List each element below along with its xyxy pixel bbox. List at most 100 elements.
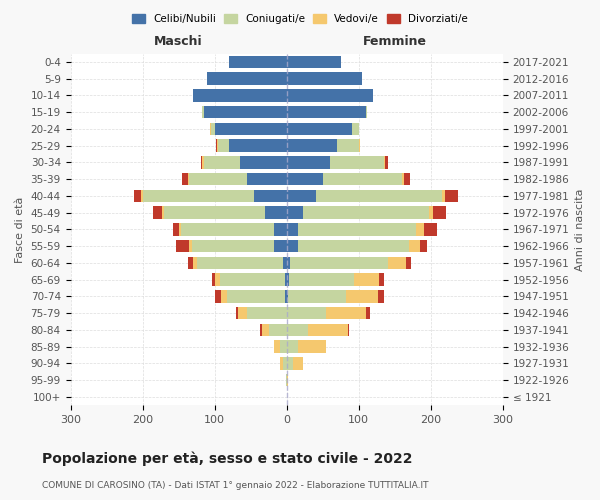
Y-axis label: Fasce di età: Fasce di età — [15, 196, 25, 262]
Bar — [216, 140, 217, 152]
Bar — [217, 140, 218, 152]
Bar — [359, 140, 360, 152]
Bar — [215, 122, 287, 135]
Y-axis label: Anni di nascita: Anni di nascita — [575, 188, 585, 270]
Bar — [221, 290, 227, 302]
Bar — [141, 190, 143, 202]
Bar — [274, 340, 280, 353]
Bar — [287, 274, 289, 286]
Bar — [445, 190, 458, 202]
Bar — [287, 190, 316, 202]
Bar — [283, 256, 287, 269]
Bar — [202, 156, 204, 168]
Bar — [287, 206, 302, 219]
Bar — [287, 357, 293, 370]
Bar — [366, 106, 367, 118]
Bar — [287, 240, 298, 252]
Bar — [409, 240, 420, 252]
Bar — [229, 56, 287, 68]
Bar — [238, 307, 247, 320]
Bar — [134, 190, 141, 202]
Bar — [352, 122, 359, 135]
Bar — [287, 56, 341, 68]
Bar — [215, 274, 220, 286]
Bar — [181, 223, 274, 235]
Bar — [201, 156, 202, 168]
Bar — [288, 290, 346, 302]
Bar — [290, 256, 388, 269]
Bar — [404, 173, 410, 186]
Bar — [323, 173, 402, 186]
Bar — [298, 223, 416, 235]
Bar — [433, 206, 446, 219]
Bar — [247, 173, 287, 186]
Bar — [284, 290, 287, 302]
Bar — [193, 256, 197, 269]
Bar — [286, 374, 287, 386]
Bar — [154, 206, 162, 219]
Bar — [293, 357, 304, 370]
Bar — [316, 190, 442, 202]
Bar — [176, 240, 190, 252]
Bar — [287, 89, 373, 102]
Bar — [302, 206, 429, 219]
Bar — [330, 156, 384, 168]
Bar — [204, 156, 240, 168]
Bar — [269, 324, 287, 336]
Bar — [287, 72, 362, 85]
Bar — [260, 324, 262, 336]
Bar — [190, 240, 191, 252]
Bar — [204, 106, 287, 118]
Bar — [220, 274, 284, 286]
Bar — [247, 307, 287, 320]
Bar — [287, 340, 298, 353]
Bar — [287, 324, 308, 336]
Bar — [287, 156, 330, 168]
Bar — [402, 173, 404, 186]
Bar — [384, 156, 385, 168]
Text: Popolazione per età, sesso e stato civile - 2022: Popolazione per età, sesso e stato civil… — [42, 451, 413, 466]
Bar — [190, 173, 247, 186]
Bar — [366, 307, 370, 320]
Bar — [287, 106, 366, 118]
Text: Femmine: Femmine — [363, 36, 427, 49]
Bar — [284, 274, 287, 286]
Bar — [262, 324, 269, 336]
Bar — [420, 240, 427, 252]
Bar — [283, 357, 287, 370]
Bar — [429, 206, 433, 219]
Bar — [308, 324, 348, 336]
Bar — [202, 106, 204, 118]
Bar — [212, 274, 215, 286]
Text: COMUNE DI CAROSINO (TA) - Dati ISTAT 1° gennaio 2022 - Elaborazione TUTTITALIA.I: COMUNE DI CAROSINO (TA) - Dati ISTAT 1° … — [42, 480, 428, 490]
Bar — [229, 140, 287, 152]
Bar — [211, 122, 215, 135]
Bar — [188, 256, 193, 269]
Bar — [388, 256, 406, 269]
Bar — [346, 290, 378, 302]
Bar — [265, 206, 287, 219]
Bar — [354, 274, 379, 286]
Bar — [326, 307, 366, 320]
Bar — [287, 223, 298, 235]
Bar — [274, 240, 287, 252]
Bar — [337, 140, 359, 152]
Bar — [274, 223, 287, 235]
Bar — [254, 190, 287, 202]
Bar — [218, 140, 229, 152]
Bar — [240, 156, 287, 168]
Text: Maschi: Maschi — [154, 36, 203, 49]
Bar — [287, 140, 337, 152]
Bar — [287, 374, 288, 386]
Bar — [162, 206, 164, 219]
Bar — [280, 357, 283, 370]
Bar — [191, 240, 274, 252]
Bar — [298, 340, 326, 353]
Bar — [215, 290, 221, 302]
Bar — [378, 290, 384, 302]
Bar — [208, 72, 287, 85]
Bar — [188, 173, 190, 186]
Bar — [348, 324, 349, 336]
Bar — [182, 173, 188, 186]
Bar — [197, 256, 283, 269]
